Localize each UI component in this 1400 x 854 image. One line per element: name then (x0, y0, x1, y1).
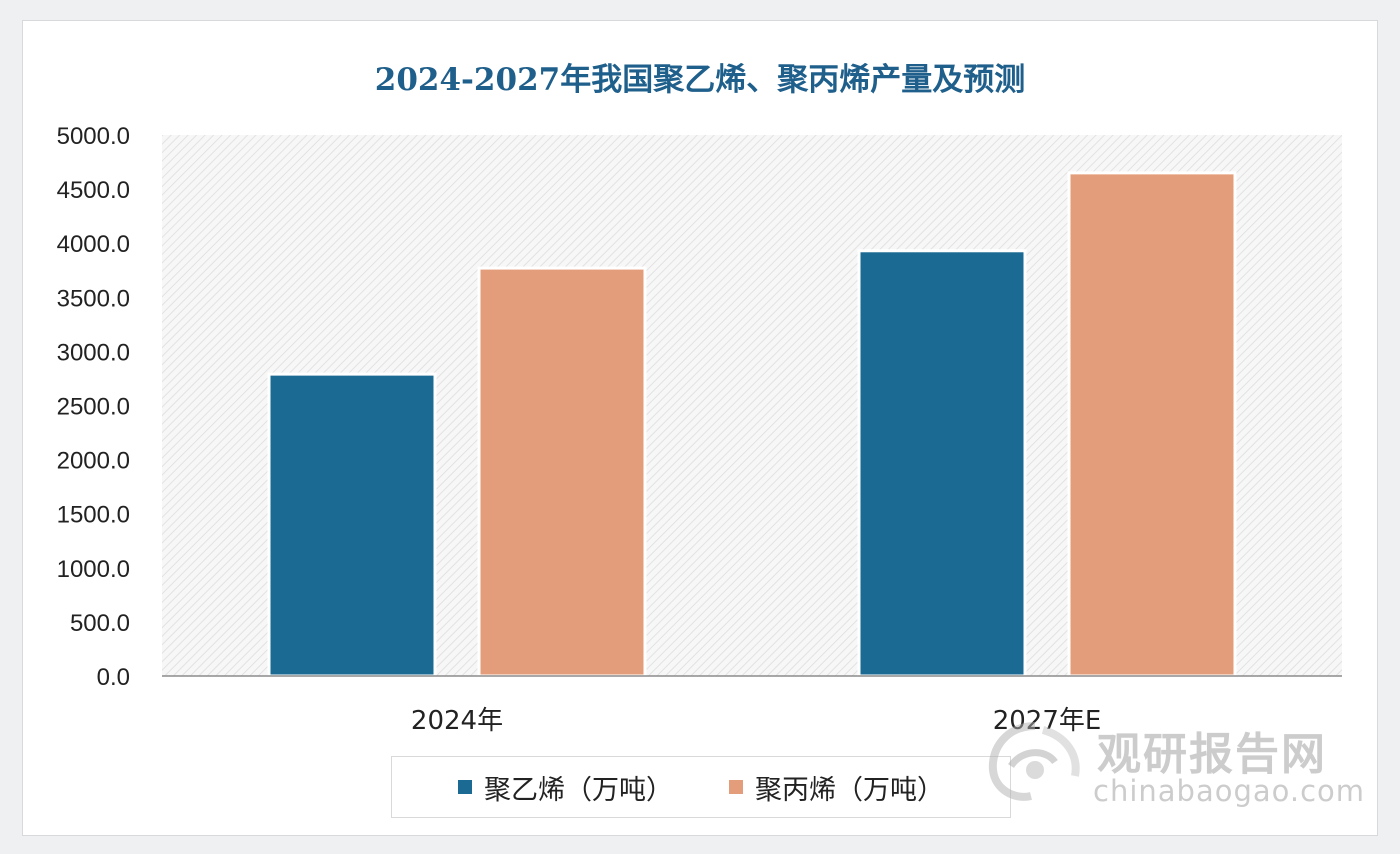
y-tick-label: 3000.0 (57, 339, 130, 366)
bar-polyethylene-0 (267, 372, 437, 678)
legend-label-polypropylene: 聚丙烯（万吨） (755, 774, 944, 806)
y-tick-label: 2500.0 (57, 394, 130, 421)
x-tick-label: 2024年 (411, 706, 503, 736)
bar-polypropylene-0 (477, 266, 647, 678)
legend-item-polypropylene: 聚丙烯（万吨） (729, 768, 944, 807)
y-tick-label: 1500.0 (57, 502, 130, 529)
y-tick-label: 4500.0 (57, 177, 130, 204)
bar-polypropylene-1 (1067, 171, 1237, 678)
chart-title: 2024-2027年我国聚乙烯、聚丙烯产量及预测 (374, 62, 1026, 98)
y-tick-label: 2000.0 (57, 448, 130, 475)
legend-swatch-polypropylene (729, 780, 743, 794)
chart-legend: 聚乙烯（万吨） 聚丙烯（万吨） (391, 756, 1011, 818)
y-tick-label: 0.0 (97, 664, 130, 691)
y-tick-label: 5000.0 (57, 123, 130, 150)
legend-label-polyethylene: 聚乙烯（万吨） (484, 774, 673, 806)
legend-swatch-polyethylene (458, 780, 472, 794)
legend-item-polyethylene: 聚乙烯（万吨） (458, 768, 673, 807)
y-tick-label: 1000.0 (57, 556, 130, 583)
y-tick-label: 500.0 (70, 610, 130, 637)
y-tick-label: 3500.0 (57, 285, 130, 312)
x-tick-label: 2027年E (993, 706, 1102, 736)
y-tick-label: 4000.0 (57, 231, 130, 258)
bar-polyethylene-1 (857, 249, 1027, 678)
